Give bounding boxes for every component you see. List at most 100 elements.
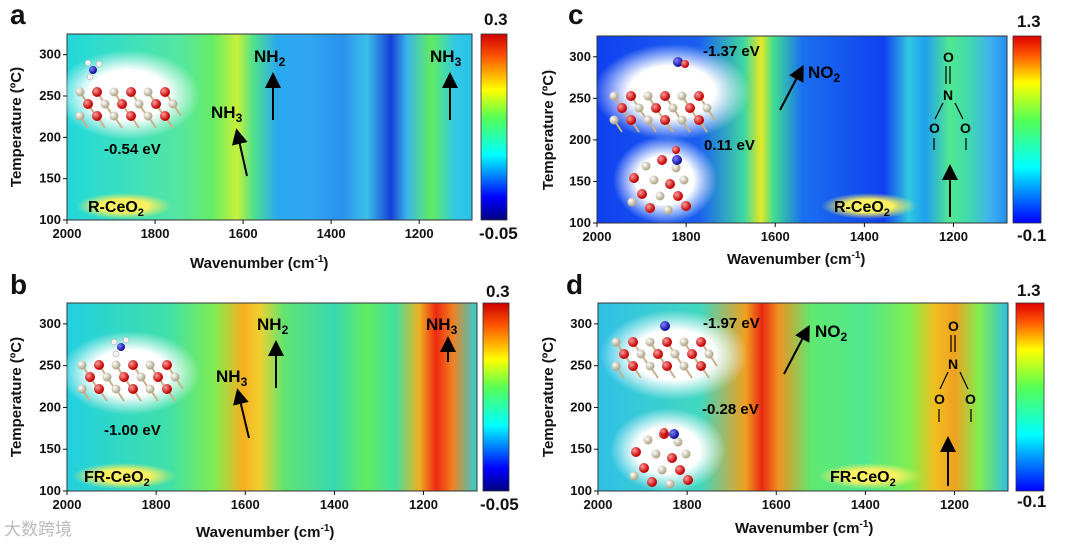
y-tick-label: 200	[39, 399, 61, 414]
xlabel-b: Wavenumber (cm-1)	[196, 523, 334, 541]
cerium-atom	[77, 360, 87, 370]
oxygen-atom	[651, 103, 661, 113]
oxygen-atom	[685, 103, 695, 113]
energy-label-a: -0.54 eV	[104, 141, 161, 158]
cerium-atom	[145, 360, 155, 370]
y-tick-label: 100	[39, 212, 61, 227]
colorbar-min-c: -0.1	[1017, 226, 1046, 245]
cerium-atom	[643, 115, 653, 125]
oxygen-atom	[696, 337, 706, 347]
oxygen-atom	[631, 447, 641, 457]
cerium-atom	[673, 437, 683, 447]
svg-text:O: O	[948, 318, 959, 334]
oxygen-atom	[681, 201, 691, 211]
oxygen-atom	[153, 372, 163, 382]
xlabel-c: Wavenumber (cm-1)	[727, 250, 865, 268]
yticks-c: 100 150 200 250 300	[569, 49, 597, 230]
band-label-b-nh2: NH2	[257, 315, 289, 337]
svg-text:O: O	[965, 391, 976, 407]
cerium-atom	[702, 103, 712, 113]
panel-letter-b: b	[10, 269, 27, 300]
y-tick-label: 250	[39, 358, 61, 373]
cerium-atom	[609, 91, 619, 101]
panel-d: d -1.97 eV -0.28 eV NO2 O N O O	[540, 269, 1046, 537]
cerium-atom	[611, 361, 621, 371]
panel-letter-d: d	[566, 269, 583, 300]
ylabel-b: Temperature (ºC)	[8, 337, 25, 457]
svg-text:N: N	[943, 87, 953, 103]
cerium-atom	[655, 191, 665, 201]
cerium-atom	[643, 91, 653, 101]
oxygen-atom	[160, 111, 170, 121]
cerium-atom	[679, 175, 689, 185]
colorbar-b	[482, 302, 510, 492]
cerium-atom	[636, 349, 646, 359]
y-tick-label: 300	[39, 47, 61, 62]
oxygen-atom	[628, 361, 638, 371]
cerium-atom	[634, 103, 644, 113]
x-tick-label: 1600	[229, 226, 258, 241]
x-tick-label: 1200	[409, 497, 438, 512]
cerium-atom	[134, 99, 144, 109]
cerium-atom	[629, 471, 639, 481]
oxygen-atom	[117, 99, 127, 109]
oxygen-atom	[94, 360, 104, 370]
y-tick-label: 150	[39, 171, 61, 186]
xlabel-d: Wavenumber (cm-1)	[735, 519, 873, 537]
oxygen-atom	[626, 91, 636, 101]
cerium-atom	[145, 384, 155, 394]
oxygen-atom	[675, 465, 685, 475]
oxygen-atom	[683, 475, 693, 485]
cerium-atom	[136, 372, 146, 382]
nitrate-structure-c: O N O O	[929, 49, 971, 150]
colorbar-max-a: 0.3	[484, 10, 508, 29]
oxygen-atom	[151, 99, 161, 109]
oxygen-atom	[657, 155, 667, 165]
oxygen-atom	[626, 115, 636, 125]
oxygen-atom	[629, 173, 639, 183]
y-tick-label: 150	[570, 441, 592, 456]
svg-text:O: O	[943, 49, 954, 65]
y-tick-label: 200	[39, 129, 61, 144]
energy-label-c-bottom: 0.11 eV	[704, 137, 755, 154]
ceo2-slab-c-top	[609, 91, 716, 133]
x-tick-label: 1800	[672, 229, 701, 244]
xticks-c: 2000 1800 1600 1400 1200	[583, 223, 968, 244]
band-label-d-no2: NO2	[815, 322, 848, 344]
energy-label-d-top: -1.97 eV	[703, 315, 760, 332]
oxygen-atom	[619, 349, 629, 359]
colorbar-min-a: -0.05	[479, 224, 518, 243]
xticks-a: 2000 1800 1600 1400 1200	[53, 220, 434, 241]
cerium-atom	[111, 360, 121, 370]
oxygen-atom	[160, 87, 170, 97]
cerium-atom	[677, 91, 687, 101]
cerium-atom	[665, 479, 675, 489]
cerium-atom	[143, 111, 153, 121]
oxygen-atom	[687, 349, 697, 359]
oxygen-atom	[662, 337, 672, 347]
y-tick-label: 150	[569, 173, 591, 188]
yticks-d: 100 150 200 250 300	[570, 316, 598, 498]
x-tick-label: 1800	[141, 226, 170, 241]
oxygen-atom	[92, 111, 102, 121]
oxygen-atom	[665, 179, 675, 189]
cerium-atom	[109, 87, 119, 97]
cerium-atom	[704, 349, 714, 359]
oxygen-atom	[128, 360, 138, 370]
cerium-atom	[670, 349, 680, 359]
y-tick-label: 250	[570, 358, 592, 373]
y-tick-label: 300	[569, 49, 591, 64]
colorbar-d	[1015, 302, 1045, 492]
x-tick-label: 1400	[320, 497, 349, 512]
colorbar-c	[1012, 35, 1042, 224]
y-tick-label: 300	[570, 316, 592, 331]
panel-c: c -1.37 eV 0.11 eV NO2 O N O O	[540, 0, 1046, 268]
band-label-a-nh3-left: NH3	[211, 103, 243, 125]
y-tick-label: 150	[39, 441, 61, 456]
oxygen-atom	[94, 384, 104, 394]
svg-text:O: O	[934, 391, 945, 407]
ceo2-slab-a	[75, 87, 182, 129]
x-tick-label: 2000	[584, 497, 613, 512]
oxygen-atom	[694, 115, 704, 125]
cerium-atom	[651, 449, 661, 459]
